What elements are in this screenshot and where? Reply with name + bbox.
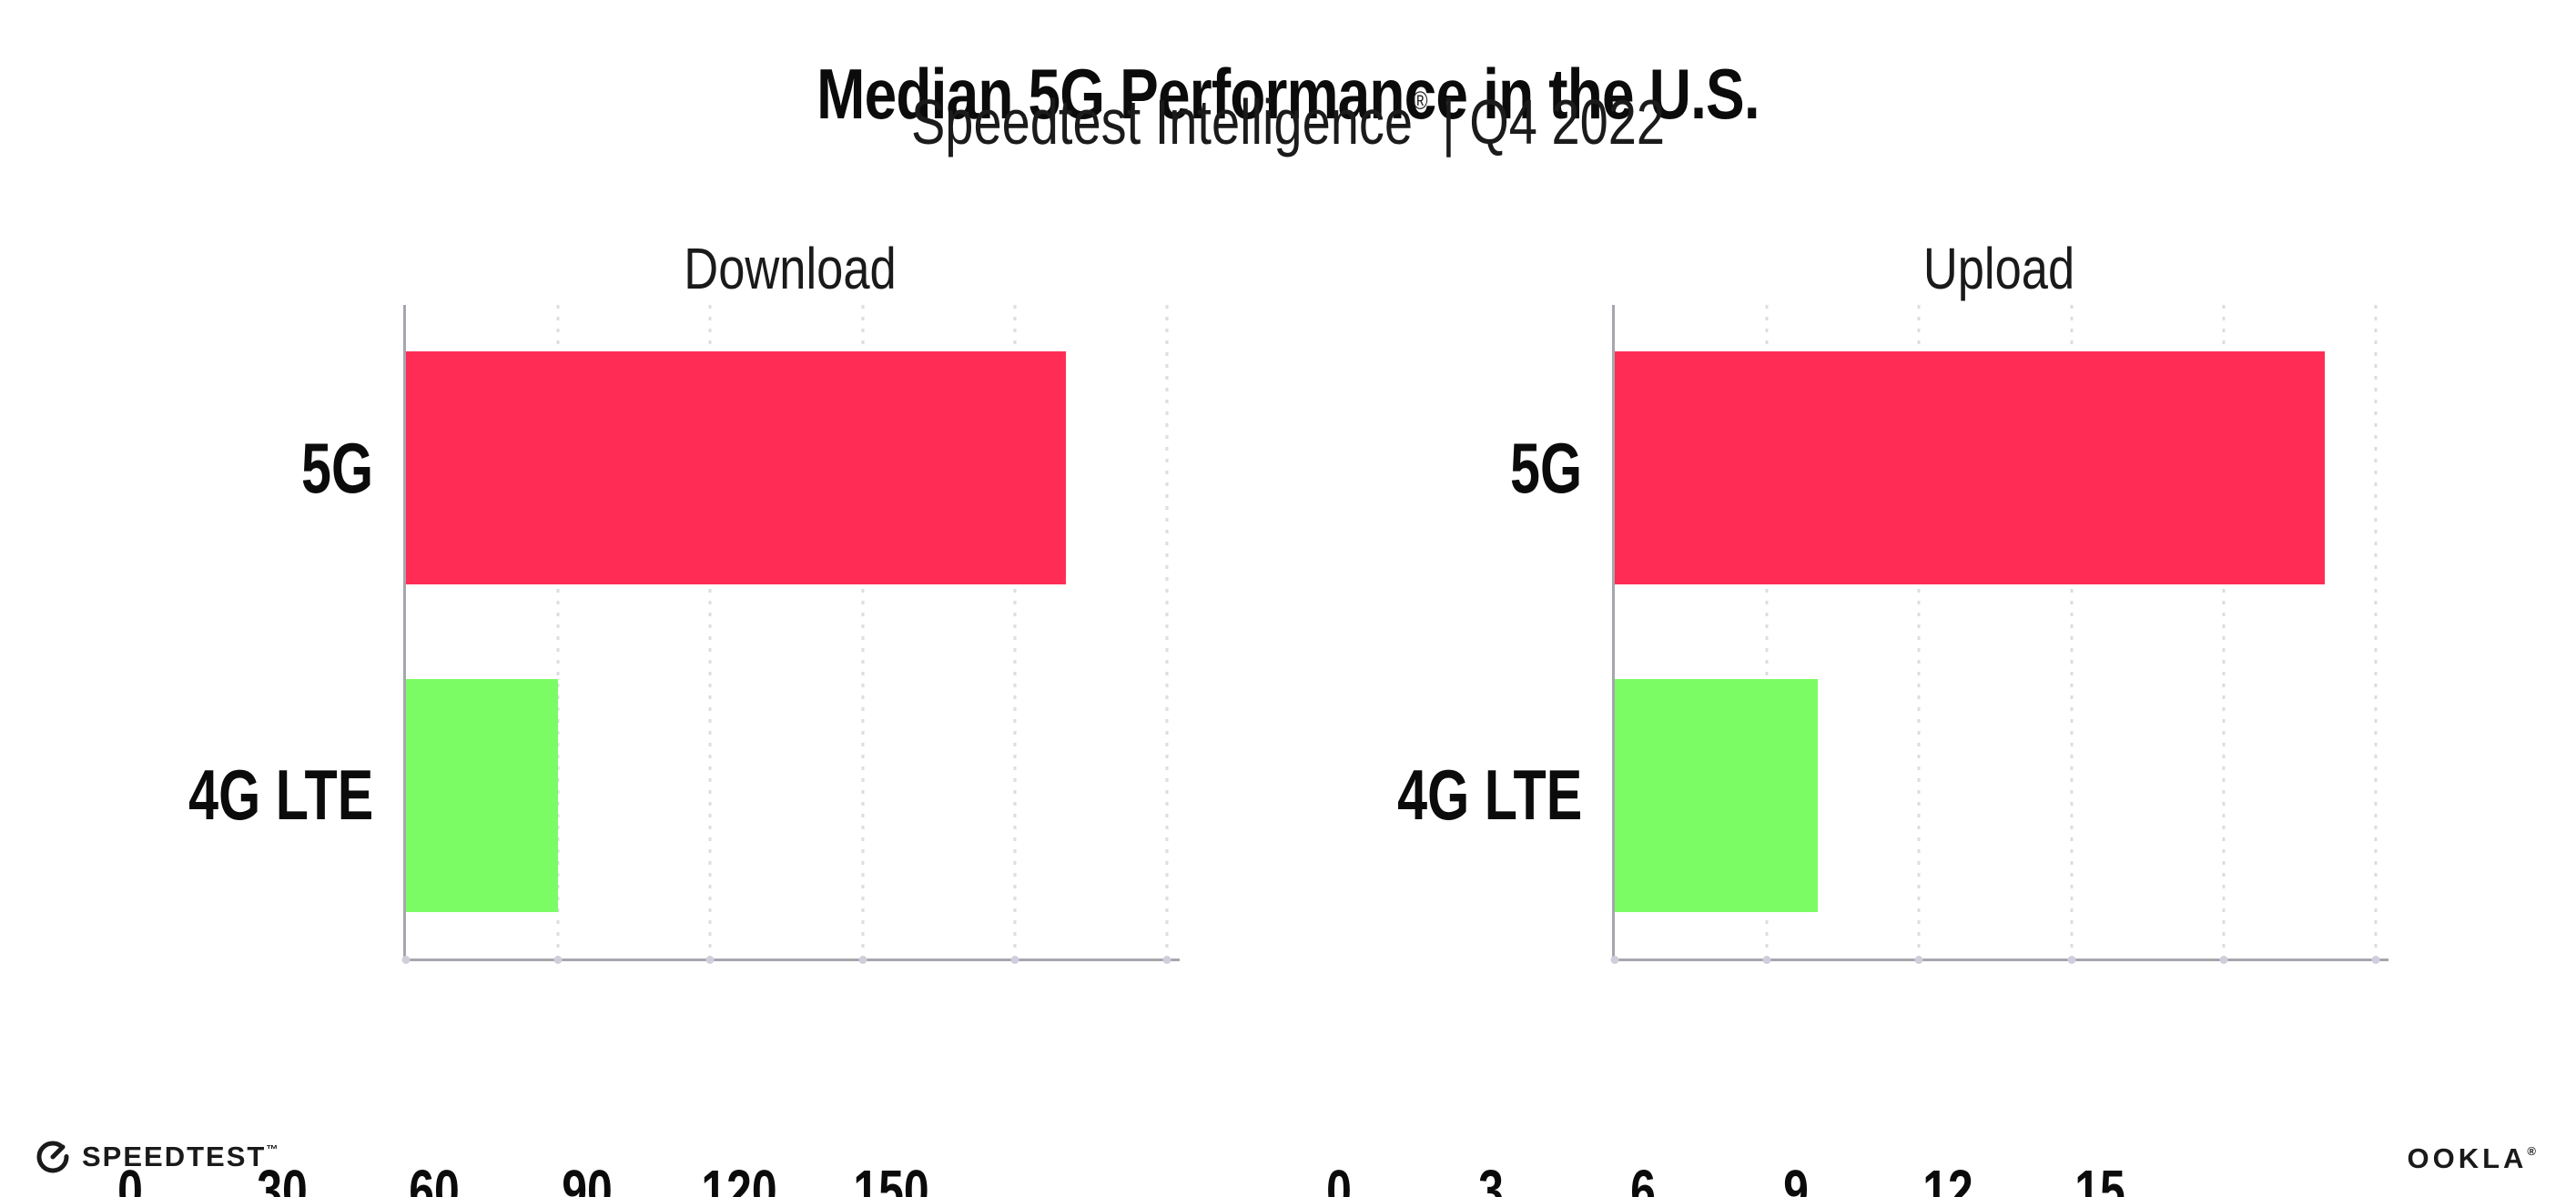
tick: 12Mbps — [1901, 1161, 1995, 1197]
tick: 30Mbps — [235, 1161, 330, 1197]
plot-area: 5G 4G LTE — [188, 305, 1180, 964]
subtitle-period: | Q4 2022 — [1427, 86, 1666, 157]
tick: 9Mbps — [1748, 1161, 1842, 1197]
speedtest-gauge-icon — [36, 1141, 69, 1173]
gridline — [861, 305, 865, 959]
upload-chart-title: Upload — [1922, 236, 2075, 301]
registered-mark: ® — [1413, 86, 1428, 115]
tick: 60Mbps — [387, 1161, 482, 1197]
tick: 90Mbps — [539, 1161, 634, 1197]
tick: 0 — [1323, 1161, 1355, 1197]
gridlines — [1615, 305, 2388, 959]
axis-dot — [858, 956, 867, 964]
tick-label: 150 — [853, 1158, 929, 1197]
tick-label: 0 — [1326, 1158, 1352, 1197]
tick-label: 120 — [701, 1158, 777, 1197]
axis-dot — [2067, 956, 2076, 964]
bar-4g-lte-upload — [1615, 679, 1818, 912]
subtitle-brand: Speedtest Intelligence — [910, 86, 1414, 157]
ookla-wordmark: OOKLA — [2407, 1142, 2528, 1174]
tick: 0 — [114, 1161, 147, 1197]
axis-dot — [1762, 956, 1771, 964]
tick-label: 15 — [2074, 1158, 2125, 1197]
gridline — [2374, 305, 2378, 959]
page-subtitle: Speedtest Intelligence® | Q4 2022 — [258, 86, 2318, 158]
download-chart: Download 5G 4G LTE 0 30Mbps 60Mbps 90Mbps 12… — [117, 228, 1313, 1197]
axis-dot — [2219, 956, 2228, 964]
bar-5g-download — [406, 351, 1066, 584]
trademark-mark: ™ — [266, 1141, 280, 1156]
speedtest-wordmark: SPEEDTEST™ — [82, 1140, 280, 1172]
tick-label: 30 — [257, 1158, 308, 1197]
gridline — [1013, 305, 1017, 959]
tick-label: 6 — [1630, 1158, 1657, 1197]
tick: 150Mbps — [843, 1161, 940, 1197]
x-axis-ticks: 0 30Mbps 60Mbps 90Mbps 120Mbps 150Mbps — [117, 1161, 1313, 1197]
axis-dot — [1914, 956, 1923, 964]
axis-dot — [553, 956, 563, 964]
registered-mark: ® — [2527, 1144, 2540, 1158]
tick-label: 12 — [1922, 1158, 1973, 1197]
tick: 120Mbps — [690, 1161, 787, 1197]
page-title: Median 5G Performance in the U.S. — [816, 54, 1760, 135]
axis-dot — [1162, 956, 1171, 964]
gridline — [2070, 305, 2074, 959]
tick-label: 90 — [561, 1158, 613, 1197]
speedtest-logo: SPEEDTEST™ — [35, 1138, 279, 1174]
gridline — [556, 305, 560, 959]
bar-5g-upload — [1615, 351, 2326, 584]
bar-4g-lte-download — [406, 679, 559, 912]
x-axis-ticks: 0 3Mbps 6Mbps 9Mbps 12Mbps 15Mbps — [1326, 1161, 2522, 1197]
gridline — [1165, 305, 1169, 959]
gridline — [2222, 305, 2226, 959]
tick-label: 9 — [1782, 1158, 1809, 1197]
tick-label: 60 — [409, 1158, 461, 1197]
download-chart-title: Download — [684, 236, 897, 301]
ookla-logo: OOKLA® — [2407, 1144, 2540, 1172]
axis-dot — [401, 956, 411, 964]
gridline — [1917, 305, 1921, 959]
tick-label: 0 — [117, 1158, 143, 1197]
axis-dot — [1610, 956, 1619, 964]
gridlines — [406, 305, 1180, 959]
axis-dot — [2371, 956, 2380, 964]
axis-dot — [705, 956, 715, 964]
upload-chart: Upload 5G 4G LTE 03Mbps6Mbps9Mbps12Mbps1… — [1326, 228, 2522, 1197]
tick: 6Mbps — [1596, 1161, 1690, 1197]
tick-label: 3 — [1478, 1158, 1505, 1197]
axis-dot — [1010, 956, 1019, 964]
gridline — [708, 305, 712, 959]
plot-area: 5G 4G LTE — [1397, 305, 2388, 964]
tick: 3Mbps — [1444, 1161, 1538, 1197]
gridline — [1765, 305, 1769, 959]
tick: 15Mbps — [2053, 1161, 2147, 1197]
